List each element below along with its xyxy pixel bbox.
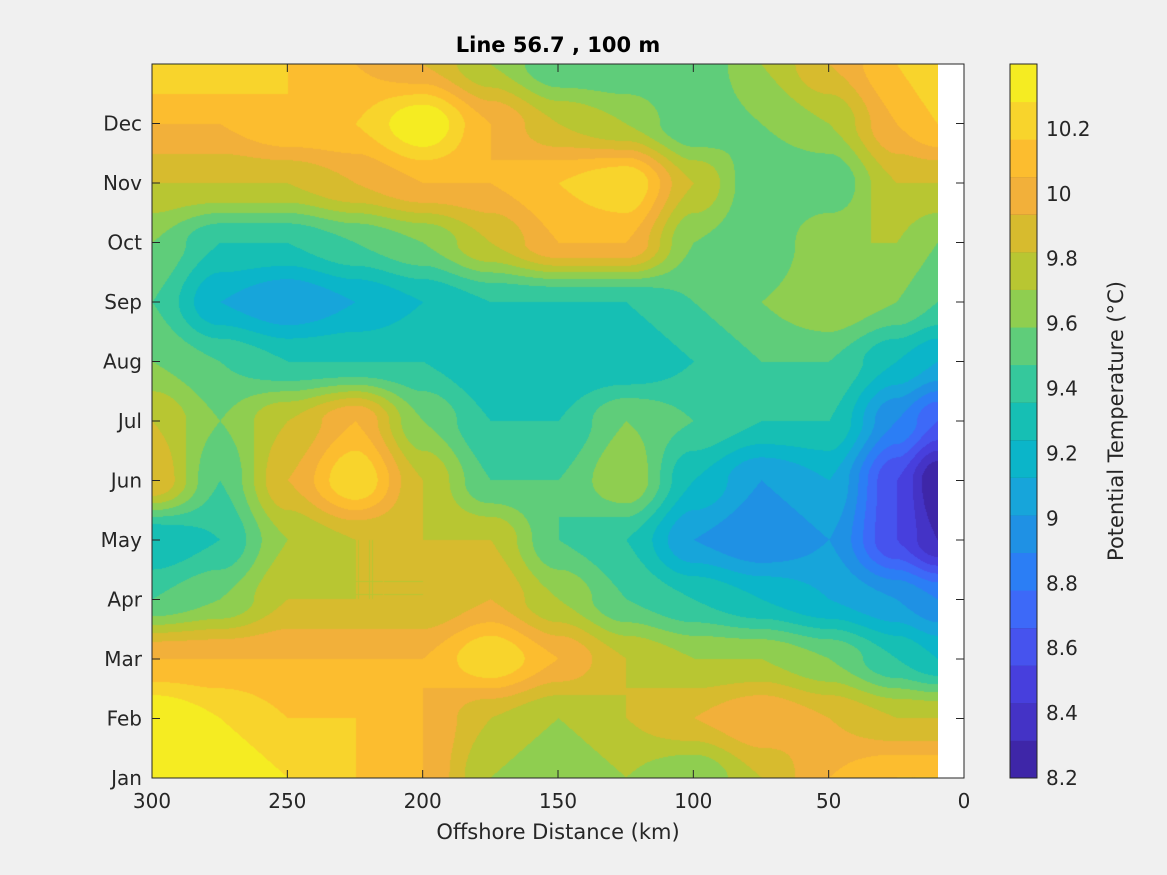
colorbar-band [1010, 477, 1037, 516]
colorbar-band [1010, 702, 1037, 741]
x-axis-label: Offshore Distance (km) [436, 820, 679, 844]
colorbar-band [1010, 101, 1037, 140]
colorbar-band [1010, 214, 1037, 253]
y-tick-label: Oct [107, 231, 142, 255]
colorbar-band [1010, 665, 1037, 704]
colorbar: 8.2 8.4 8.6 8.8 9 9.2 9.4 9.6 9.8 10 10.2 [1009, 63, 1091, 790]
colorbar-tick-label: 8.8 [1046, 571, 1078, 595]
colorbar-band [1010, 139, 1037, 178]
y-tick-label: Feb [107, 707, 142, 731]
chart-title: Line 56.7 , 100 m [456, 33, 661, 57]
colorbar-band [1010, 439, 1037, 478]
colorbar-band [1010, 552, 1037, 591]
x-tick-label: 0 [958, 789, 971, 813]
colorbar-tick-label: 8.6 [1046, 636, 1078, 660]
x-tick-label: 150 [539, 789, 577, 813]
colorbar-tick-label: 8.4 [1046, 701, 1078, 725]
colorbar-label: Potential Temperature (°C) [1104, 281, 1128, 561]
x-tick-label: 300 [133, 789, 171, 813]
colorbar-band [1010, 364, 1037, 403]
x-tick-label: 200 [404, 789, 442, 813]
y-tick-label: Jan [109, 766, 142, 790]
x-tick-label: 50 [816, 789, 841, 813]
colorbar-band [1010, 251, 1037, 290]
axes-frame [151, 63, 965, 779]
colorbar-tick-label: 9.6 [1046, 312, 1078, 336]
colorbar-tick-label: 10 [1046, 182, 1071, 206]
colorbar-ticks: 8.2 8.4 8.6 8.8 9 9.2 9.4 9.6 9.8 10 10.2 [1046, 117, 1091, 790]
x-tick-label: 250 [268, 789, 306, 813]
colorbar-tick-label: 10.2 [1046, 117, 1091, 141]
colorbar-band [1010, 514, 1037, 554]
colorbar-tick-label: 9.8 [1046, 247, 1078, 271]
colorbar-band [1010, 176, 1037, 215]
y-tick-label: Mar [104, 647, 143, 671]
colorbar-tick-label: 9 [1046, 506, 1059, 530]
colorbar-band [1010, 402, 1037, 441]
colorbar-band [1010, 627, 1037, 666]
colorbar-band [1010, 289, 1037, 328]
x-tick-label: 100 [674, 789, 712, 813]
colorbar-tick-label: 9.2 [1046, 441, 1078, 465]
y-tick-label: Aug [103, 350, 142, 374]
colorbar-band [1010, 64, 1037, 103]
colorbar-band [1010, 740, 1037, 779]
y-tick-label: Dec [103, 112, 142, 136]
colorbar-tick-label: 8.2 [1046, 766, 1078, 790]
y-tick-label: May [101, 528, 143, 552]
plot-area: 300 250 200 150 100 50 0 Jan Feb Mar Apr May Jun Jul… [101, 63, 970, 813]
colorbar-band [1010, 590, 1037, 629]
y-tick-label: Apr [107, 588, 142, 612]
colorbar-bands [1010, 63, 1037, 779]
colorbar-tick-label: 9.4 [1046, 377, 1078, 401]
y-axis-ticks: Jan Feb Mar Apr May Jun Jul Aug Sep Oct Nov Dec [101, 112, 964, 790]
x-axis-ticks: 300 250 200 150 100 50 0 [133, 64, 970, 813]
y-tick-label: Jun [109, 469, 142, 493]
y-tick-label: Jul [116, 409, 142, 433]
y-tick-label: Sep [104, 290, 142, 314]
colorbar-band [1010, 327, 1037, 366]
colorbar-frame [1009, 63, 1038, 779]
y-tick-label: Nov [103, 171, 142, 195]
heatmap-field [152, 64, 938, 778]
